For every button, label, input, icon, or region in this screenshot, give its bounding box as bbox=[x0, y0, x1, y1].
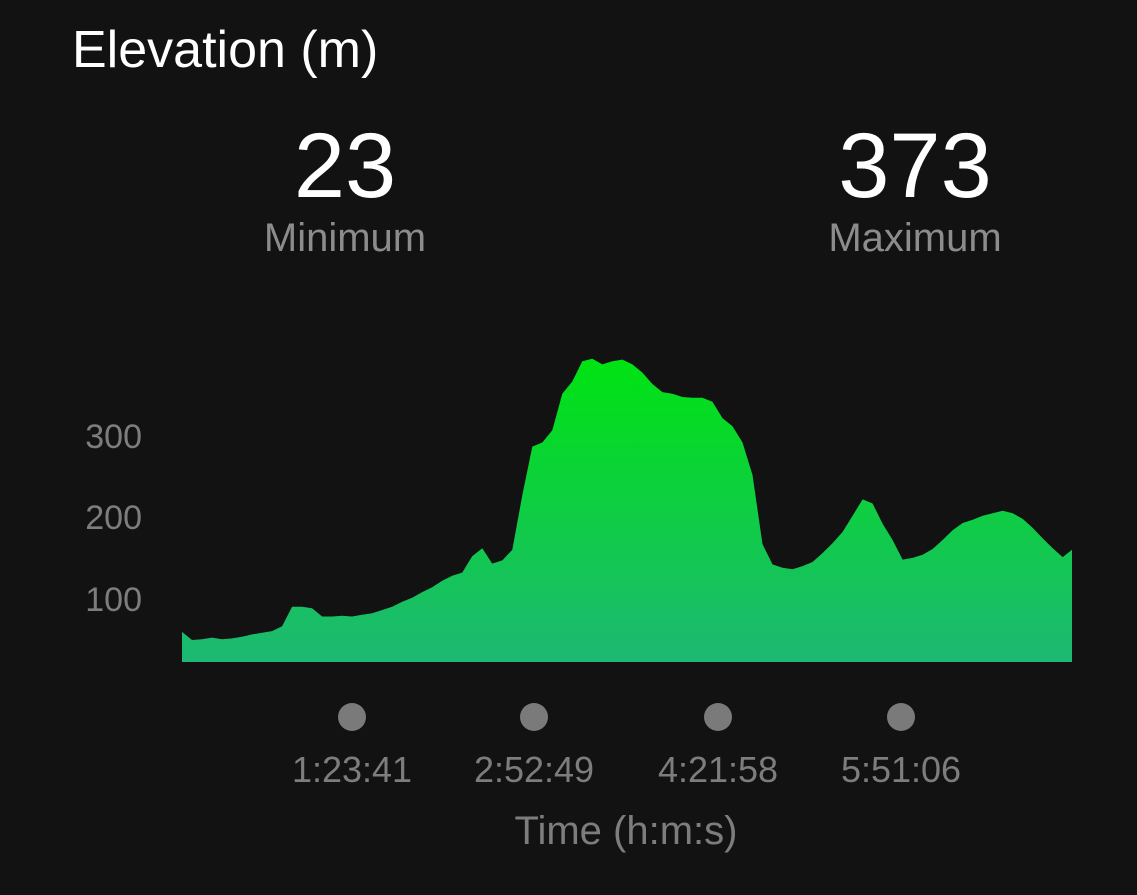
x-tick-marker-dot bbox=[520, 703, 548, 731]
maximum-stat: 373 Maximum bbox=[785, 112, 1045, 262]
y-tick-label-300: 300 bbox=[85, 418, 142, 456]
x-tick-marker-dot bbox=[704, 703, 732, 731]
minimum-label: Minimum bbox=[263, 216, 427, 260]
chart-title: Elevation (m) bbox=[72, 21, 379, 79]
maximum-label: Maximum bbox=[828, 216, 1002, 260]
x-tick-marker-dot bbox=[887, 703, 915, 731]
x-tick-label-3: 4:21:58 bbox=[658, 749, 778, 790]
x-axis-title: Time (h:m:s) bbox=[515, 809, 738, 853]
minimum-value: 23 bbox=[293, 115, 397, 217]
y-tick-label-100: 100 bbox=[85, 581, 142, 619]
y-tick-label-200: 200 bbox=[85, 499, 142, 537]
elevation-area bbox=[182, 358, 1072, 662]
maximum-value: 373 bbox=[838, 115, 992, 217]
x-tick-label-1: 1:23:41 bbox=[292, 749, 412, 790]
x-tick-label-4: 5:51:06 bbox=[841, 749, 961, 790]
x-tick-label-2: 2:52:49 bbox=[474, 749, 594, 790]
x-tick-marker-dot bbox=[338, 703, 366, 731]
minimum-stat: 23 Minimum bbox=[215, 112, 475, 262]
